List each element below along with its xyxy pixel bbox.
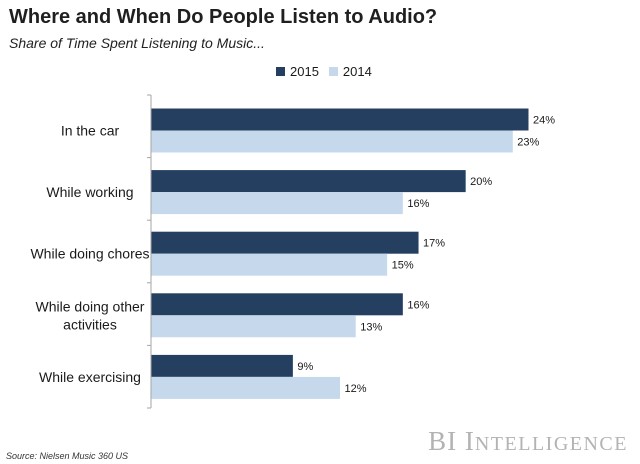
bar-2015 [151, 354, 293, 377]
data-label-2015: 24% [533, 115, 555, 127]
bar-2014 [151, 130, 513, 153]
legend-item-2014: 2014 [328, 64, 372, 79]
bar-2014 [151, 253, 388, 276]
bar-2014 [151, 376, 340, 399]
logo-small: NTELLIGENCE [474, 433, 628, 455]
data-label-2014: 13% [360, 321, 382, 333]
legend-swatch-2014 [328, 67, 338, 76]
data-label-2015: 17% [423, 238, 445, 250]
bar-2015 [151, 231, 419, 254]
category-label: While doing other [36, 298, 145, 314]
data-label-2014: 16% [407, 198, 429, 210]
chart-title: Where and When Do People Listen to Audio… [9, 6, 438, 28]
data-label-2015: 9% [297, 361, 313, 373]
category-label: While doing chores [30, 246, 149, 262]
bar-2015 [151, 293, 403, 316]
category-label: In the car [61, 123, 120, 139]
chart-subtitle: Share of Time Spent Listening to Music..… [9, 35, 265, 51]
bar-2014 [151, 192, 403, 215]
bi-intelligence-logo: BI INTELLIGENCE [428, 426, 628, 457]
data-label-2014: 23% [517, 137, 539, 149]
legend-swatch-2015 [276, 67, 285, 76]
source-note: Source: Nielsen Music 360 US [6, 451, 129, 461]
legend: 2015 2014 [276, 64, 382, 79]
legend-label-2015: 2015 [290, 64, 319, 79]
logo-main: BI [428, 426, 465, 456]
category-label: While exercising [39, 369, 141, 385]
legend-item-2015: 2015 [276, 64, 319, 79]
logo-cap: I [464, 426, 475, 456]
category-label: While working [46, 184, 133, 200]
legend-label-2014: 2014 [342, 64, 372, 79]
data-label-2014: 12% [345, 383, 367, 395]
bar-2014 [151, 315, 356, 338]
bar-2015 [151, 108, 529, 131]
data-label-2015: 16% [407, 299, 429, 311]
data-label-2015: 20% [470, 176, 492, 188]
data-label-2014: 15% [392, 260, 414, 272]
bar-2015 [151, 170, 466, 193]
category-label: activities [63, 316, 117, 332]
